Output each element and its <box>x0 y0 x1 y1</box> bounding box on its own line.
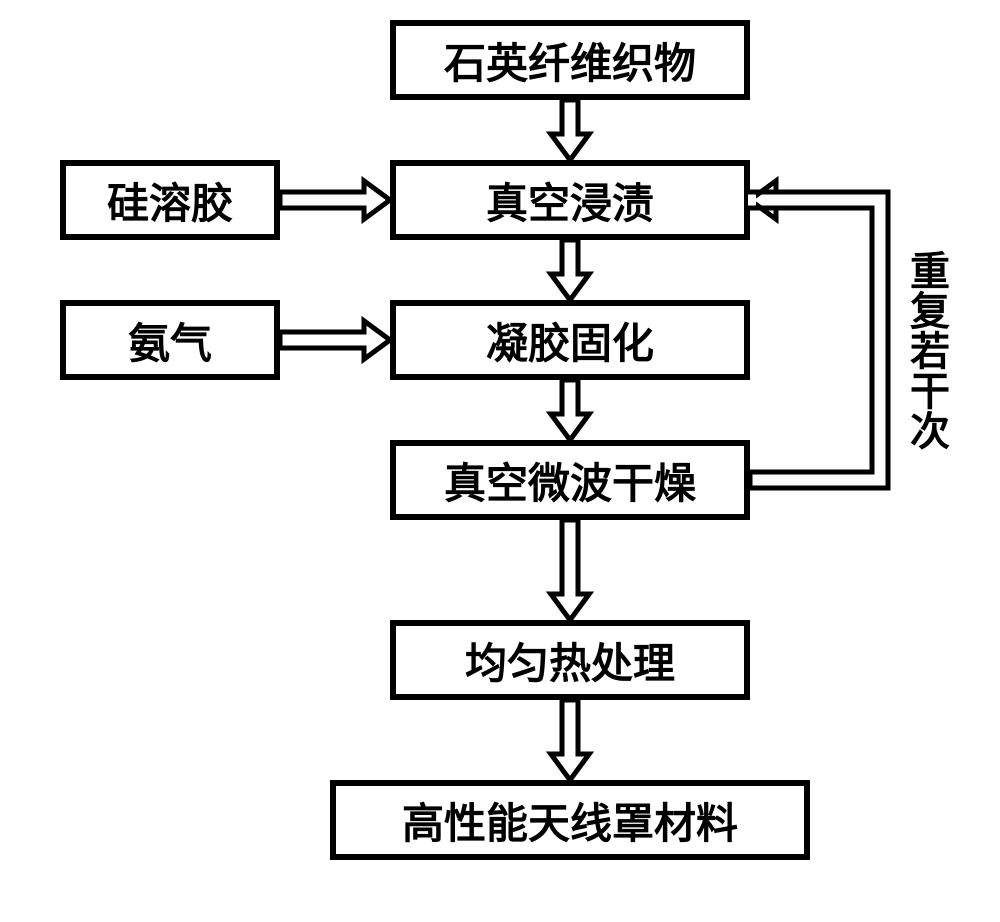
node-label: 高性能天线罩材料 <box>402 790 738 851</box>
node-label: 石英纤维织物 <box>444 30 696 91</box>
flowchart-canvas: 石英纤维织物 真空浸渍 凝胶固化 真空微波干燥 均匀热处理 高性能天线罩材料 硅… <box>0 0 1000 922</box>
node-ammonia-gas: 氨气 <box>60 300 280 380</box>
node-silica-sol: 硅溶胶 <box>60 160 280 240</box>
arrow-silica-to-impregnation <box>280 181 390 219</box>
arrow-n2-n3 <box>551 240 589 300</box>
node-label: 均匀热处理 <box>465 630 675 691</box>
node-uniform-heat-treatment: 均匀热处理 <box>390 620 750 700</box>
node-gel-curing: 凝胶固化 <box>390 300 750 380</box>
node-label: 凝胶固化 <box>486 310 654 371</box>
node-high-performance-radome-material: 高性能天线罩材料 <box>330 780 810 860</box>
node-label: 真空浸渍 <box>486 170 654 231</box>
node-vacuum-impregnation: 真空浸渍 <box>390 160 750 240</box>
node-vacuum-microwave-drying: 真空微波干燥 <box>390 440 750 520</box>
arrow-n5-n6 <box>551 700 589 780</box>
arrow-n1-n2 <box>551 100 589 160</box>
node-label: 真空微波干燥 <box>444 450 696 511</box>
arrow-n4-n5 <box>551 520 589 620</box>
node-label: 氨气 <box>128 310 212 371</box>
arrow-n3-n4 <box>551 380 589 440</box>
loopback-label: 重复若干次 <box>905 250 947 450</box>
arrow-loopback-into-n2 <box>750 181 776 219</box>
loopback-channel <box>750 192 888 488</box>
loopback-label-text: 重复若干次 <box>904 250 949 450</box>
node-quartz-fiber-fabric: 石英纤维织物 <box>390 20 750 100</box>
arrow-ammonia-to-curing <box>280 321 390 359</box>
node-label: 硅溶胶 <box>107 170 233 231</box>
